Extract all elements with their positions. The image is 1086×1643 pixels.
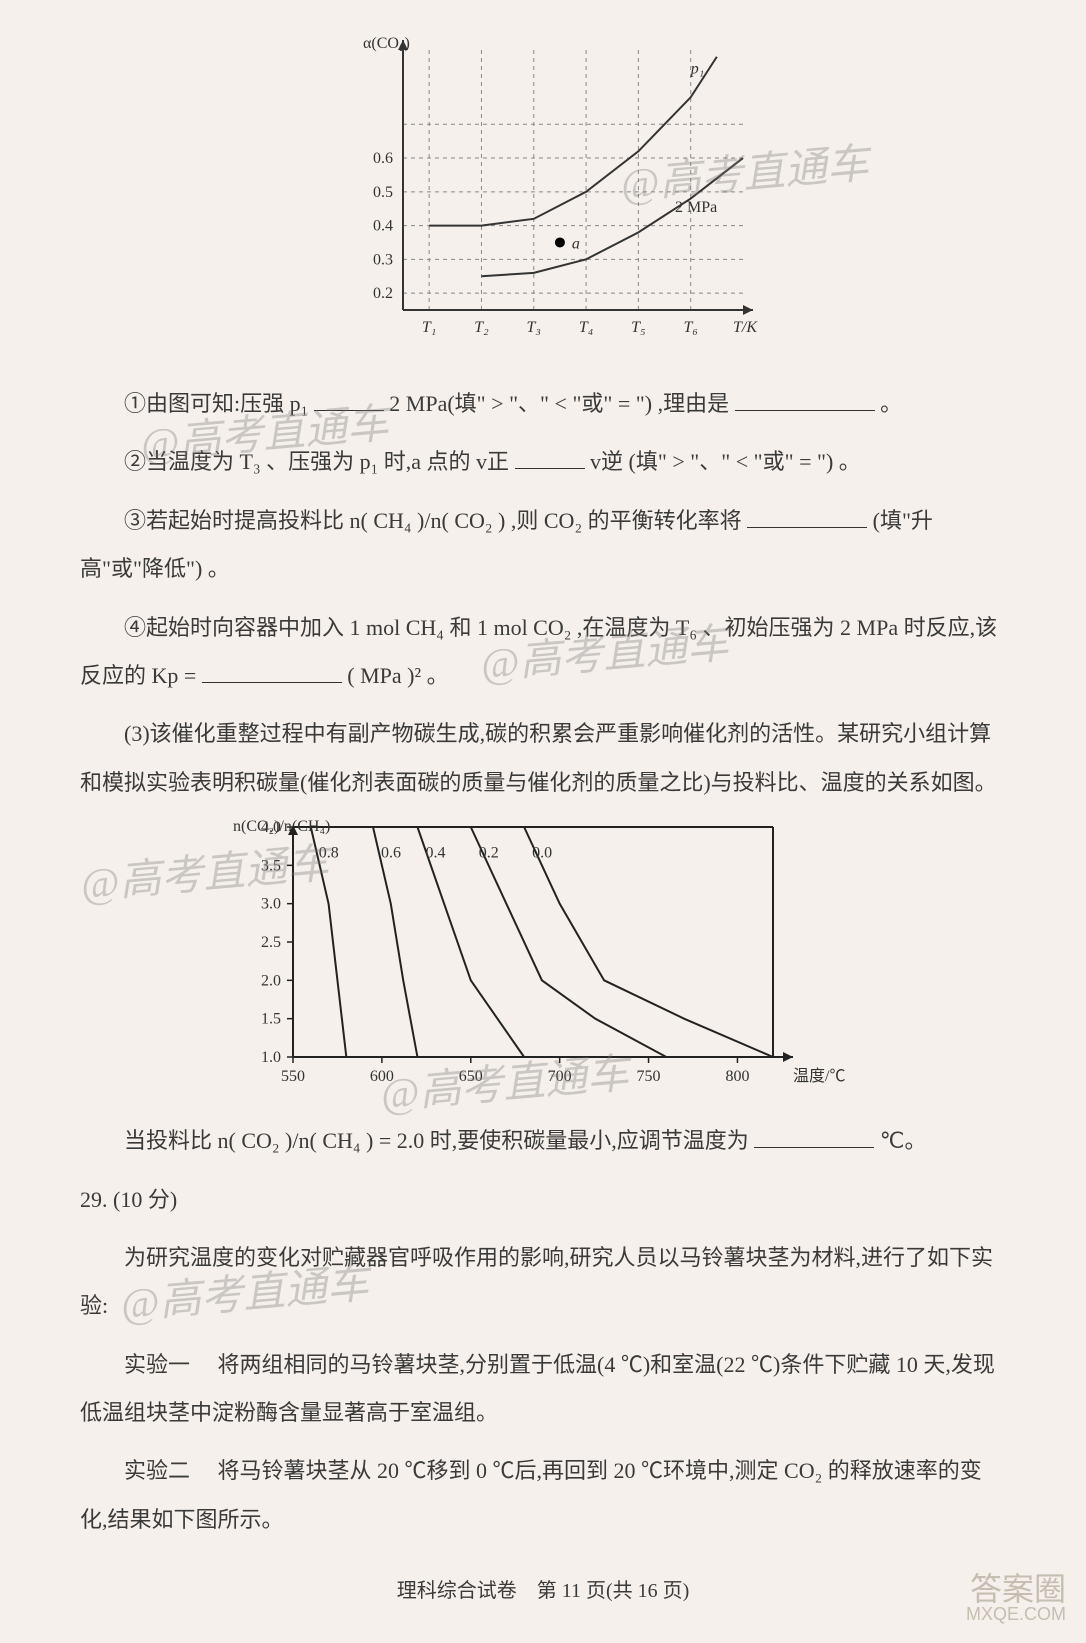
corner-line1: 答案圈 bbox=[966, 1573, 1066, 1605]
question-29-intro: 为研究温度的变化对贮藏器官呼吸作用的影响,研究人员以马铃薯块茎为材料,进行了如下… bbox=[80, 1234, 1006, 1331]
chart2-container: 1.01.52.02.53.03.54.05506006507007508000… bbox=[80, 817, 1006, 1097]
exam-page: @高考直通车 @高考直通车 @高考直通车 @高考直通车 @高考直通车 @高考直通… bbox=[0, 0, 1086, 1643]
svg-text:0.2: 0.2 bbox=[373, 285, 393, 302]
svg-text:n(CO₂)/n(CH₄): n(CO₂)/n(CH₄) bbox=[233, 818, 330, 835]
q1-text-a: ①由图可知:压强 p₁ bbox=[124, 391, 314, 416]
svg-text:2.0: 2.0 bbox=[261, 972, 281, 989]
svg-text:1.0: 1.0 bbox=[261, 1049, 281, 1066]
question-1: ①由图可知:压强 p₁ 2 MPa(填" > "、" < "或" = ") ,理… bbox=[80, 380, 1006, 428]
svg-text:T₃: T₃ bbox=[527, 319, 541, 336]
svg-text:T₂: T₂ bbox=[474, 319, 489, 336]
svg-text:3.0: 3.0 bbox=[261, 896, 281, 913]
svg-text:T/K: T/K bbox=[733, 319, 758, 336]
corner-watermark: 答案圈 MXQE.COM bbox=[966, 1573, 1066, 1623]
q3-text-a: ③若起始时提高投料比 n( CH₄ )/n( CO₂ ) ,则 CO₂ 的平衡转… bbox=[124, 508, 742, 533]
svg-text:0.0: 0.0 bbox=[532, 845, 552, 862]
experiment-1: 实验一 将两组相同的马铃薯块茎,分别置于低温(4 ℃)和室温(22 ℃)条件下贮… bbox=[80, 1341, 1006, 1438]
conversion-chart: 0.2 0.3 0.4 0.5 0.6 T₁ T₂ T₃ T₄ T₅ T₆ p₁ 2 MPa a α(CO₂… bbox=[313, 30, 773, 360]
corner-line2: MXQE.COM bbox=[966, 1605, 1066, 1623]
question-4: ④起始时向容器中加入 1 mol CH₄ 和 1 mol CO₂ ,在温度为 T… bbox=[80, 604, 1006, 701]
q2-text-b: v逆 (填" > "、" < "或" = ") 。 bbox=[590, 449, 861, 474]
svg-text:温度/℃: 温度/℃ bbox=[793, 1067, 845, 1085]
svg-text:0.4: 0.4 bbox=[373, 218, 393, 235]
svg-text:0.8: 0.8 bbox=[319, 845, 339, 862]
svg-text:0.5: 0.5 bbox=[373, 184, 393, 201]
q1-text-c: 。 bbox=[880, 391, 902, 416]
blank bbox=[314, 386, 384, 411]
svg-text:2.5: 2.5 bbox=[261, 934, 281, 951]
blank bbox=[754, 1123, 874, 1148]
svg-text:0.6: 0.6 bbox=[373, 150, 393, 167]
svg-text:p₁: p₁ bbox=[690, 61, 705, 78]
question-5: (3)该催化重整过程中有副产物碳生成,碳的积累会严重影响催化剂的活性。某研究小组… bbox=[80, 710, 1006, 807]
blank bbox=[735, 386, 875, 411]
carbon-contour-chart: 1.01.52.02.53.03.54.05506006507007508000… bbox=[213, 817, 873, 1097]
svg-text:T₁: T₁ bbox=[422, 319, 436, 336]
exp2-label: 实验二 bbox=[124, 1458, 190, 1483]
svg-text:650: 650 bbox=[459, 1068, 483, 1085]
svg-text:700: 700 bbox=[548, 1068, 572, 1085]
question-2: ②当温度为 T₃ 、压强为 p₁ 时,a 点的 v正 v逆 (填" > "、" … bbox=[80, 438, 1006, 486]
svg-text:T₄: T₄ bbox=[579, 319, 593, 336]
experiment-2: 实验二 将马铃薯块茎从 20 ℃移到 0 ℃后,再回到 20 ℃环境中,测定 C… bbox=[80, 1447, 1006, 1544]
q6-text-a: 当投料比 n( CO₂ )/n( CH₄ ) = 2.0 时,要使积碳量最小,应… bbox=[124, 1128, 749, 1153]
exp1-label: 实验一 bbox=[124, 1352, 190, 1377]
svg-text:550: 550 bbox=[281, 1068, 305, 1085]
page-footer: 理科综合试卷 第 11 页(共 16 页) bbox=[80, 1574, 1006, 1603]
q1-text-b: 2 MPa(填" > "、" < "或" = ") ,理由是 bbox=[389, 391, 729, 416]
svg-text:2 MPa: 2 MPa bbox=[675, 199, 717, 216]
question-6: 当投料比 n( CO₂ )/n( CH₄ ) = 2.0 时,要使积碳量最小,应… bbox=[80, 1117, 1006, 1165]
svg-text:α(CO₂): α(CO₂) bbox=[363, 35, 410, 52]
question-3: ③若起始时提高投料比 n( CH₄ )/n( CO₂ ) ,则 CO₂ 的平衡转… bbox=[80, 497, 1006, 594]
svg-text:0.2: 0.2 bbox=[479, 845, 499, 862]
svg-text:T₅: T₅ bbox=[631, 319, 645, 336]
exp2-text: 将马铃薯块茎从 20 ℃移到 0 ℃后,再回到 20 ℃环境中,测定 CO₂ 的… bbox=[80, 1458, 982, 1531]
svg-text:T₆: T₆ bbox=[683, 319, 697, 336]
svg-text:800: 800 bbox=[725, 1068, 749, 1085]
chart1-container: 0.2 0.3 0.4 0.5 0.6 T₁ T₂ T₃ T₄ T₅ T₆ p₁ 2 MPa a α(CO₂… bbox=[80, 30, 1006, 360]
svg-text:750: 750 bbox=[637, 1068, 661, 1085]
svg-text:1.5: 1.5 bbox=[261, 1011, 281, 1028]
blank bbox=[747, 503, 867, 528]
svg-text:0.3: 0.3 bbox=[373, 251, 393, 268]
blank bbox=[202, 658, 342, 683]
question-29-header: 29. (10 分) bbox=[80, 1176, 1006, 1224]
svg-text:0.4: 0.4 bbox=[425, 845, 445, 862]
svg-text:a: a bbox=[572, 235, 580, 252]
q6-text-b: ℃。 bbox=[880, 1128, 927, 1153]
exp1-text: 将两组相同的马铃薯块茎,分别置于低温(4 ℃)和室温(22 ℃)条件下贮藏 10… bbox=[80, 1352, 995, 1425]
q4-text-b: ( MPa )² 。 bbox=[347, 663, 448, 688]
q2-text-a: ②当温度为 T₃ 、压强为 p₁ 时,a 点的 v正 bbox=[124, 449, 509, 474]
svg-text:3.5: 3.5 bbox=[261, 857, 281, 874]
svg-text:0.6: 0.6 bbox=[381, 845, 401, 862]
blank bbox=[515, 444, 585, 469]
svg-text:600: 600 bbox=[370, 1068, 394, 1085]
